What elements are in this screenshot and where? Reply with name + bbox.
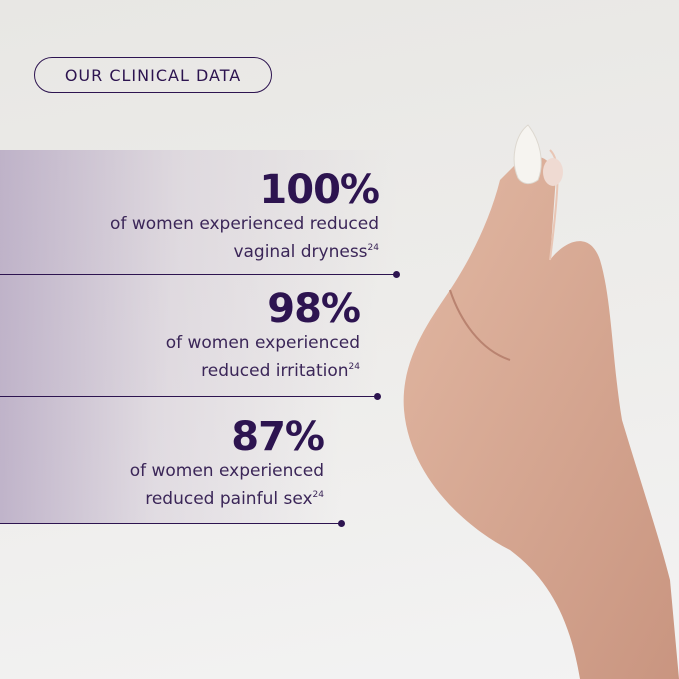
divider-line: [0, 271, 400, 278]
divider-dot: [393, 271, 400, 278]
stat-row-irritation: 98% of women experienced reduced irritat…: [0, 275, 381, 400]
stat-row-dryness: 100% of women experienced reduced vagina…: [0, 150, 400, 278]
clinical-data-badge: OUR CLINICAL DATA: [34, 57, 272, 93]
stat-value: 87%: [231, 414, 325, 460]
divider-dot: [374, 393, 381, 400]
badge-label: OUR CLINICAL DATA: [64, 65, 242, 85]
stat-description-line1: of women experienced reduced: [110, 214, 379, 234]
stat-description-line2: vaginal dryness: [233, 242, 368, 262]
stat-description-line2: reduced irritation: [201, 361, 349, 381]
stat-description-line1: of women experienced: [129, 461, 324, 481]
footnote: 24: [348, 362, 360, 372]
footnote: 24: [367, 243, 379, 253]
stat-value: 100%: [259, 167, 380, 213]
fingernail: [543, 158, 563, 186]
stat-description-line1: of women experienced: [165, 333, 360, 353]
hand-holding-suppository-image: [403, 124, 679, 679]
hand-shape: [403, 156, 679, 679]
divider-line: [0, 393, 381, 400]
stat-row-painful-sex: 87% of women experienced reduced painful…: [0, 397, 345, 527]
stat-description-line2: reduced painful sex: [145, 489, 313, 509]
footnote: 24: [312, 490, 324, 500]
stat-value: 98%: [267, 286, 361, 332]
suppository: [513, 124, 542, 185]
divider-dot: [338, 520, 345, 527]
divider-line: [0, 520, 345, 527]
